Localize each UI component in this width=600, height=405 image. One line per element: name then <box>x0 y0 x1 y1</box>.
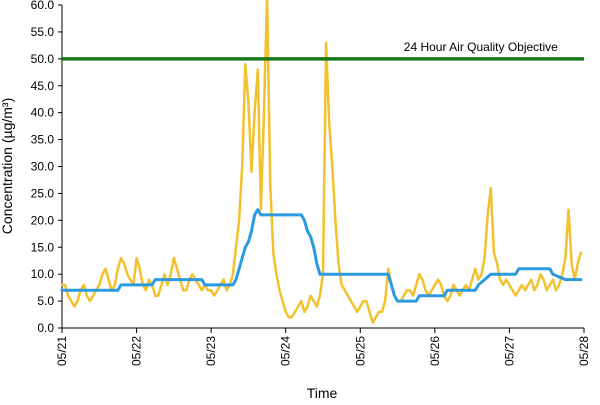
x-tick-label: 05/26 <box>428 336 442 366</box>
x-axis-title: Time <box>307 385 338 400</box>
x-tick-label: 05/21 <box>55 336 69 366</box>
x-tick-label: 05/24 <box>279 336 293 366</box>
x-tick-label: 05/22 <box>130 336 144 366</box>
y-tick-label: 10.0 <box>31 267 55 281</box>
x-tick-label: 05/28 <box>577 336 591 366</box>
y-tick-label: 55.0 <box>31 25 55 39</box>
y-tick-label: 35.0 <box>31 133 55 147</box>
y-tick-label: 45.0 <box>31 79 55 93</box>
x-tick-label: 05/27 <box>502 336 516 366</box>
y-axis-title: Concentration (µg/m³) <box>0 98 15 234</box>
y-tick-label: 5.0 <box>37 294 54 308</box>
y-tick-label: 0.0 <box>37 321 54 335</box>
objective-annotation: 24 Hour Air Quality Objective <box>404 40 558 54</box>
series-line-0 <box>60 0 583 324</box>
x-tick-label: 05/25 <box>353 336 367 366</box>
series-line-1 <box>60 208 583 303</box>
y-tick-label: 50.0 <box>31 52 55 66</box>
y-tick-label: 15.0 <box>31 240 55 254</box>
y-tick-label: 30.0 <box>31 160 55 174</box>
y-tick-label: 60.0 <box>31 0 55 12</box>
y-tick-label: 20.0 <box>31 213 55 227</box>
y-tick-label: 40.0 <box>31 106 55 120</box>
y-tick-label: 25.0 <box>31 186 55 200</box>
x-tick-label: 05/23 <box>204 336 218 366</box>
